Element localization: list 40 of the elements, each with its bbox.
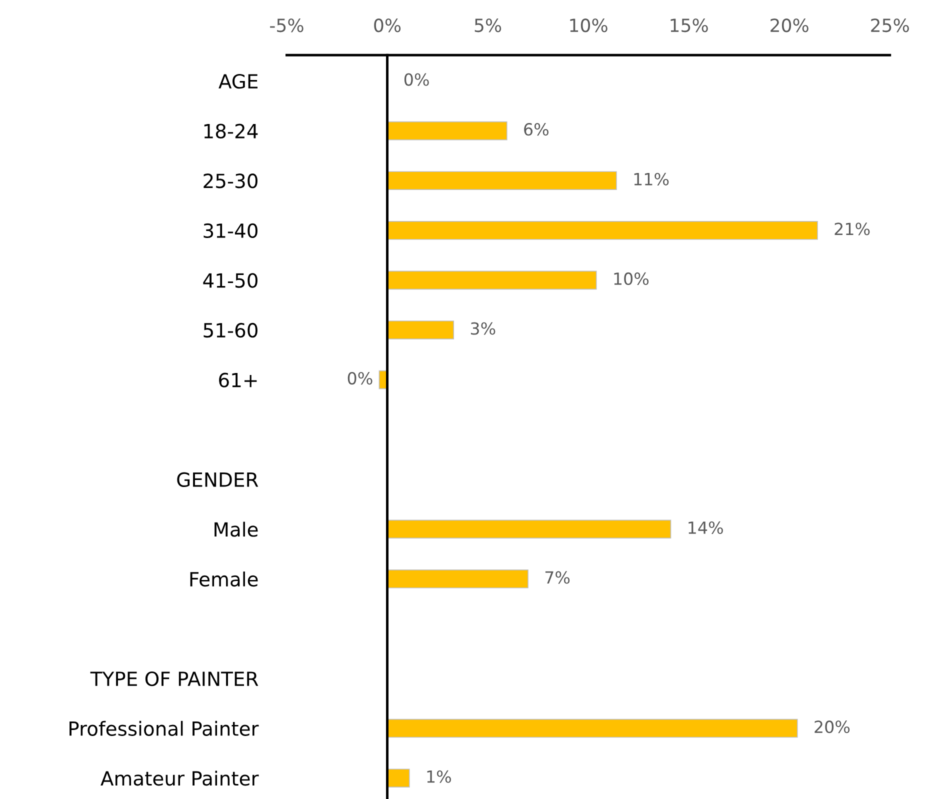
y-tick-label: Amateur Painter bbox=[100, 770, 259, 786]
y-tick-label: Female bbox=[190, 572, 258, 587]
bar bbox=[386, 768, 410, 788]
data-label: 11% bbox=[634, 172, 669, 186]
y-tick-label: 18-24 bbox=[204, 124, 258, 138]
data-label: 0% bbox=[404, 73, 429, 86]
data-label: 14% bbox=[688, 521, 723, 534]
bar bbox=[386, 520, 672, 539]
data-label: 6% bbox=[524, 123, 548, 136]
data-label: 20% bbox=[814, 720, 850, 734]
y-tick-label: 31-40 bbox=[204, 223, 258, 238]
x-tick-label: 0% bbox=[374, 18, 401, 32]
bar bbox=[386, 221, 818, 240]
y-tick-label: 25-30 bbox=[204, 174, 258, 188]
bar bbox=[386, 121, 508, 140]
y-tick-label: 51-60 bbox=[204, 322, 258, 338]
data-label: 7% bbox=[545, 571, 570, 584]
y-tick-label: GENDER bbox=[177, 472, 258, 488]
x-tick-label: 5% bbox=[474, 18, 502, 32]
y-tick-label: 61+ bbox=[219, 372, 257, 388]
x-tick-label: 25% bbox=[871, 18, 909, 32]
bar bbox=[386, 570, 528, 588]
bar bbox=[386, 270, 597, 290]
data-label: 0% bbox=[348, 372, 372, 385]
y-tick-label: TYPE OF PAINTER bbox=[90, 671, 258, 686]
bar bbox=[386, 320, 454, 340]
y-tick-label: AGE bbox=[218, 74, 258, 89]
bar bbox=[386, 171, 617, 190]
x-tick-label: 20% bbox=[770, 18, 808, 32]
data-label: 10% bbox=[614, 272, 649, 286]
data-label: 1% bbox=[427, 770, 451, 783]
data-label: 21% bbox=[834, 222, 870, 236]
x-tick-label: -5% bbox=[270, 18, 304, 32]
y-tick-label: Professional Painter bbox=[70, 720, 259, 736]
x-tick-label: 10% bbox=[570, 18, 608, 32]
y-tick-label: Male bbox=[214, 522, 258, 537]
x-tick-label: 15% bbox=[670, 18, 708, 32]
bar bbox=[386, 718, 798, 738]
data-label: 3% bbox=[470, 322, 496, 335]
y-tick-label: 41-50 bbox=[203, 273, 258, 288]
